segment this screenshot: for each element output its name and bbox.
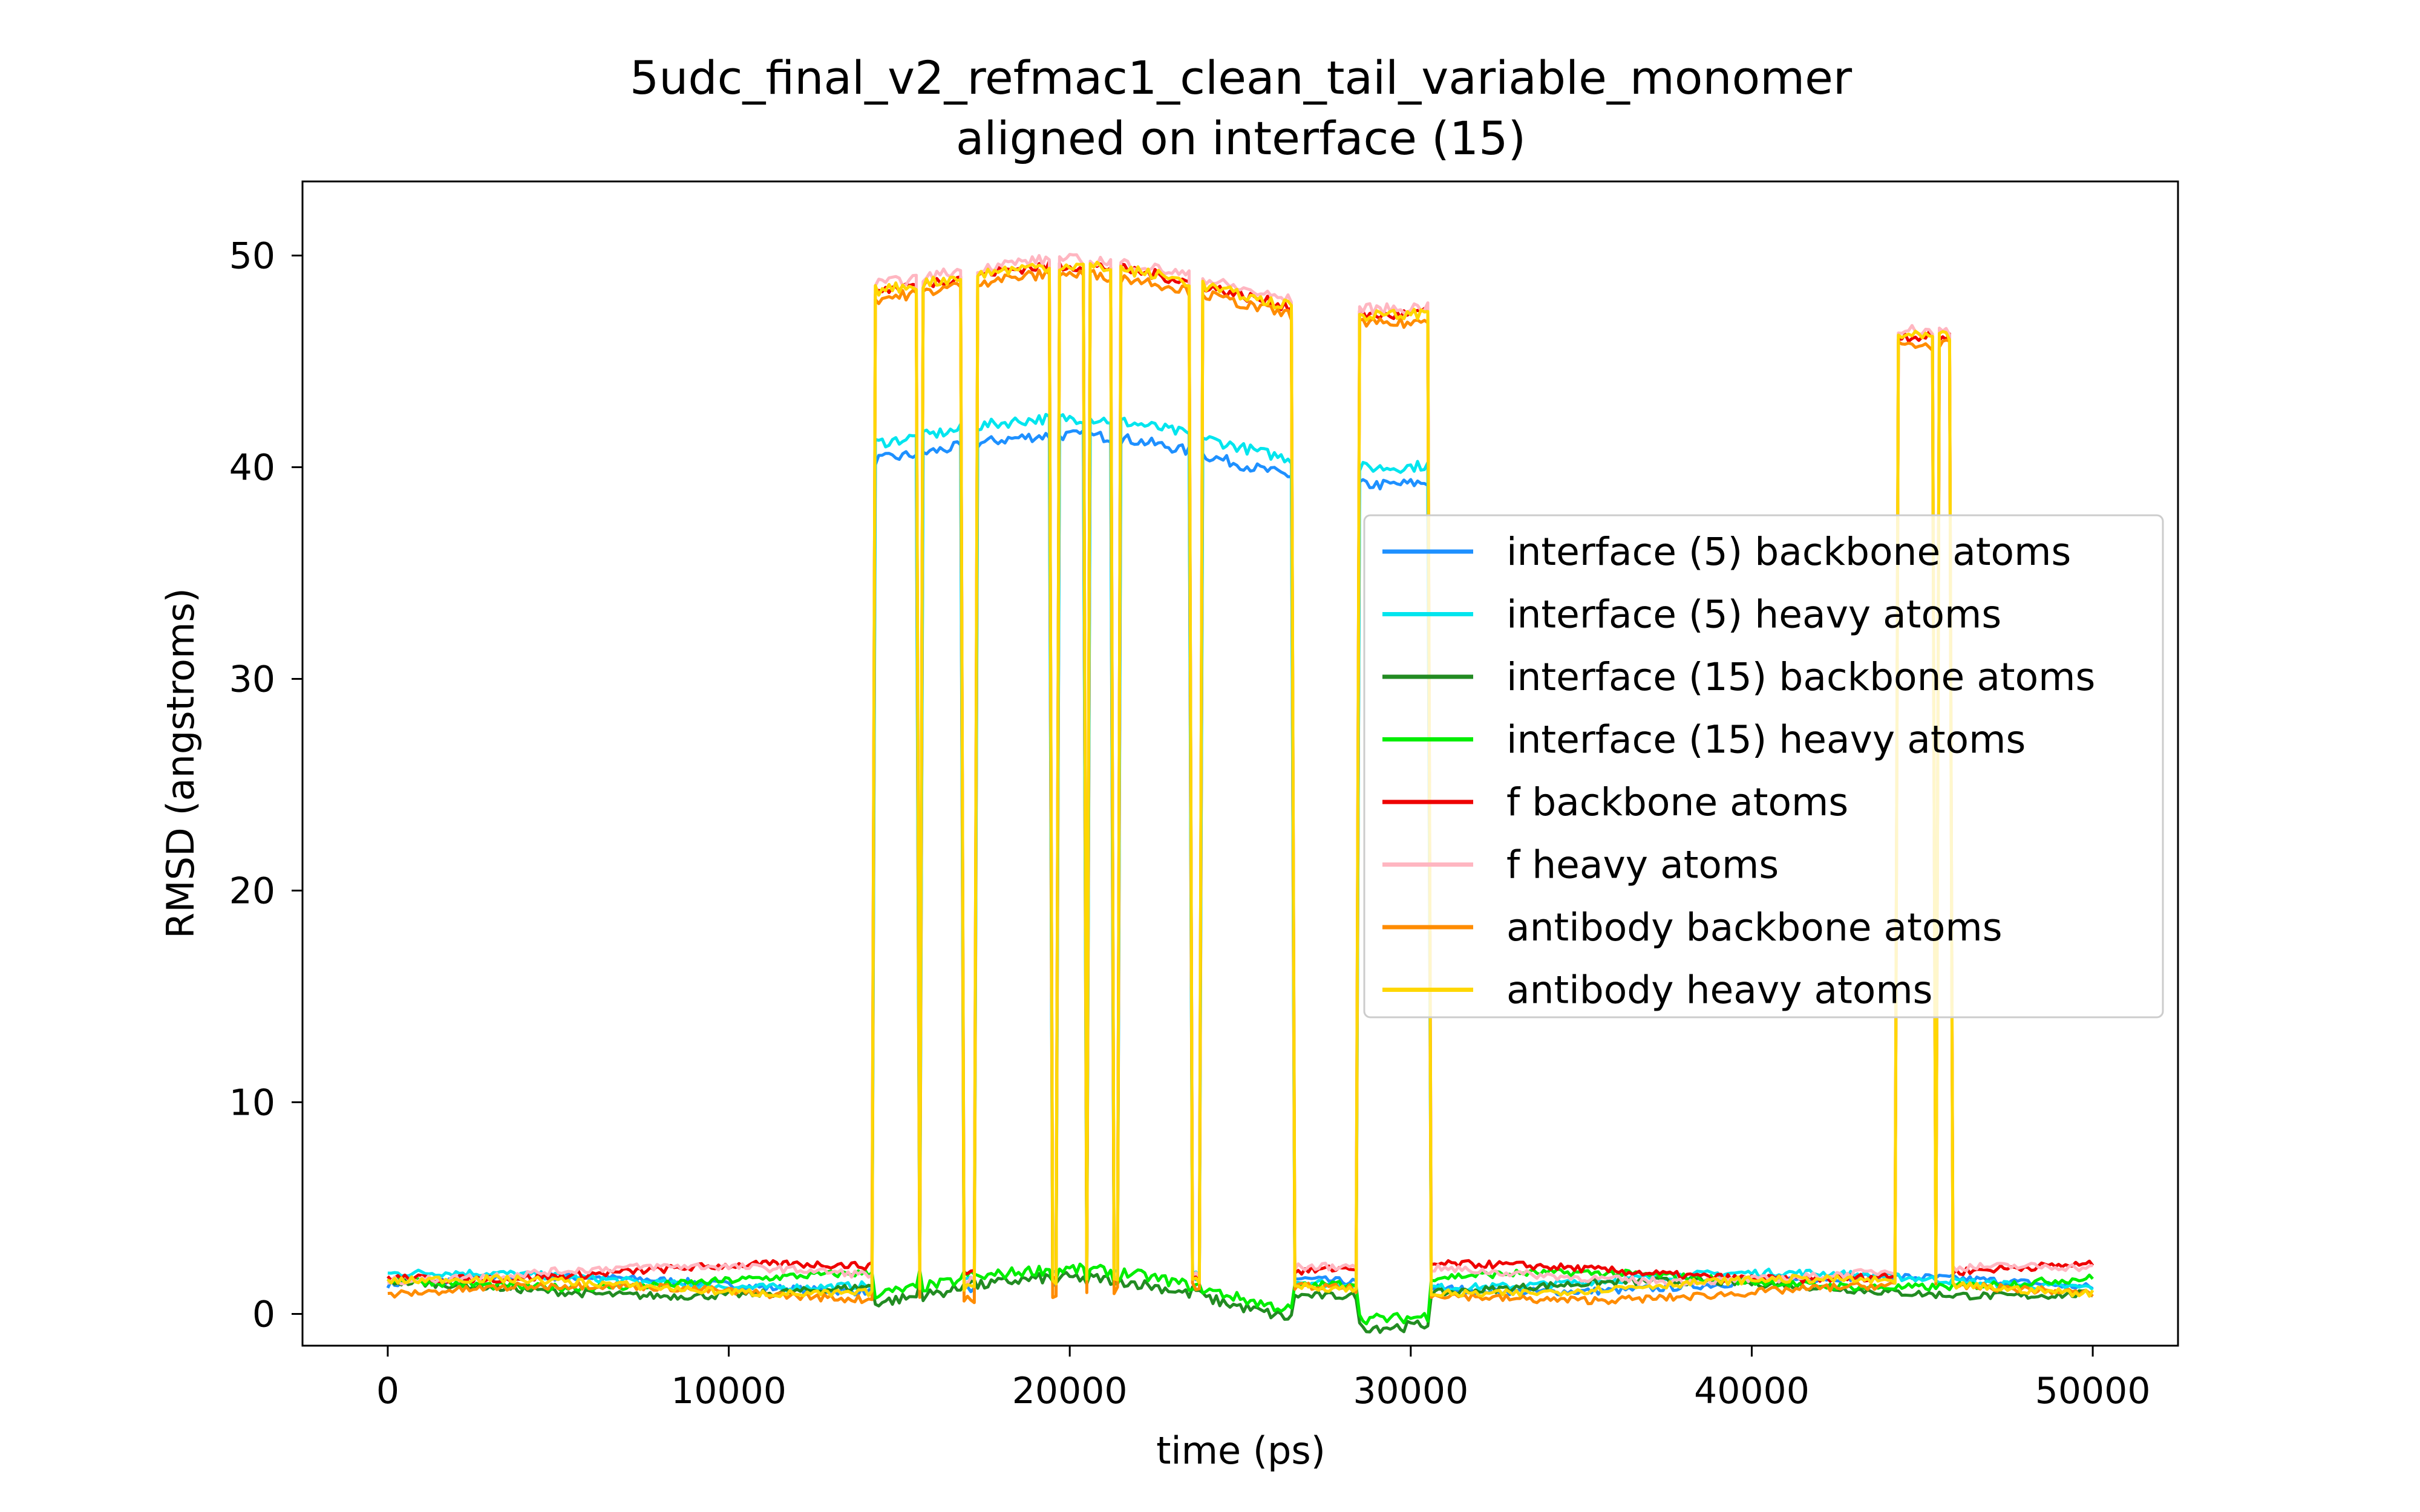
legend-entry-label: interface (15) backbone atoms: [1506, 655, 2095, 699]
y-axis: 0 10 20 30 40 50: [229, 235, 302, 1336]
x-axis-label: time (ps): [1156, 1429, 1326, 1473]
series-line: [387, 261, 2095, 1299]
legend-entry-label: interface (5) heavy atoms: [1506, 593, 2001, 637]
legend-box: [1363, 514, 2164, 1018]
y-tick-label: 0: [252, 1294, 275, 1336]
x-tick-label: 20000: [1012, 1370, 1128, 1412]
y-tick-label: 50: [229, 235, 275, 278]
chart-subtitle: aligned on interface (15): [956, 111, 1526, 165]
x-tick-label: 50000: [2035, 1370, 2151, 1412]
x-tick-label: 0: [376, 1370, 399, 1412]
series-layer: [386, 253, 2095, 1334]
legend: interface (5) backbone atoms interface (5…: [1363, 514, 2164, 1018]
x-tick-label: 40000: [1694, 1370, 1810, 1412]
y-axis-label: RMSD (angstroms): [159, 588, 203, 939]
chart-title: 5udc_final_v2_refmac1_clean_tail_variabl…: [630, 51, 1853, 105]
series-line: [387, 412, 2094, 1292]
x-tick-label: 10000: [671, 1370, 786, 1412]
legend-entry-label: interface (15) heavy atoms: [1506, 718, 2026, 762]
x-tick-label: 30000: [1353, 1370, 1468, 1412]
plot-frame: [301, 180, 2179, 1347]
y-tick-label: 40: [229, 447, 275, 489]
x-axis: 0 10000 20000 30000 40000 50000: [376, 1346, 2151, 1412]
legend-entry-label: antibody backbone atoms: [1506, 905, 2003, 950]
legend-entry-label: interface (5) backbone atoms: [1506, 530, 2071, 574]
y-tick-label: 10: [229, 1082, 275, 1124]
series-line: [387, 253, 2093, 1286]
legend-entry-label: antibody heavy atoms: [1506, 968, 1933, 1012]
legend-entry-label: f backbone atoms: [1506, 780, 1848, 824]
y-tick-label: 20: [229, 870, 275, 913]
legend-entry-label: f heavy atoms: [1506, 843, 1779, 887]
y-tick-label: 30: [229, 659, 275, 701]
